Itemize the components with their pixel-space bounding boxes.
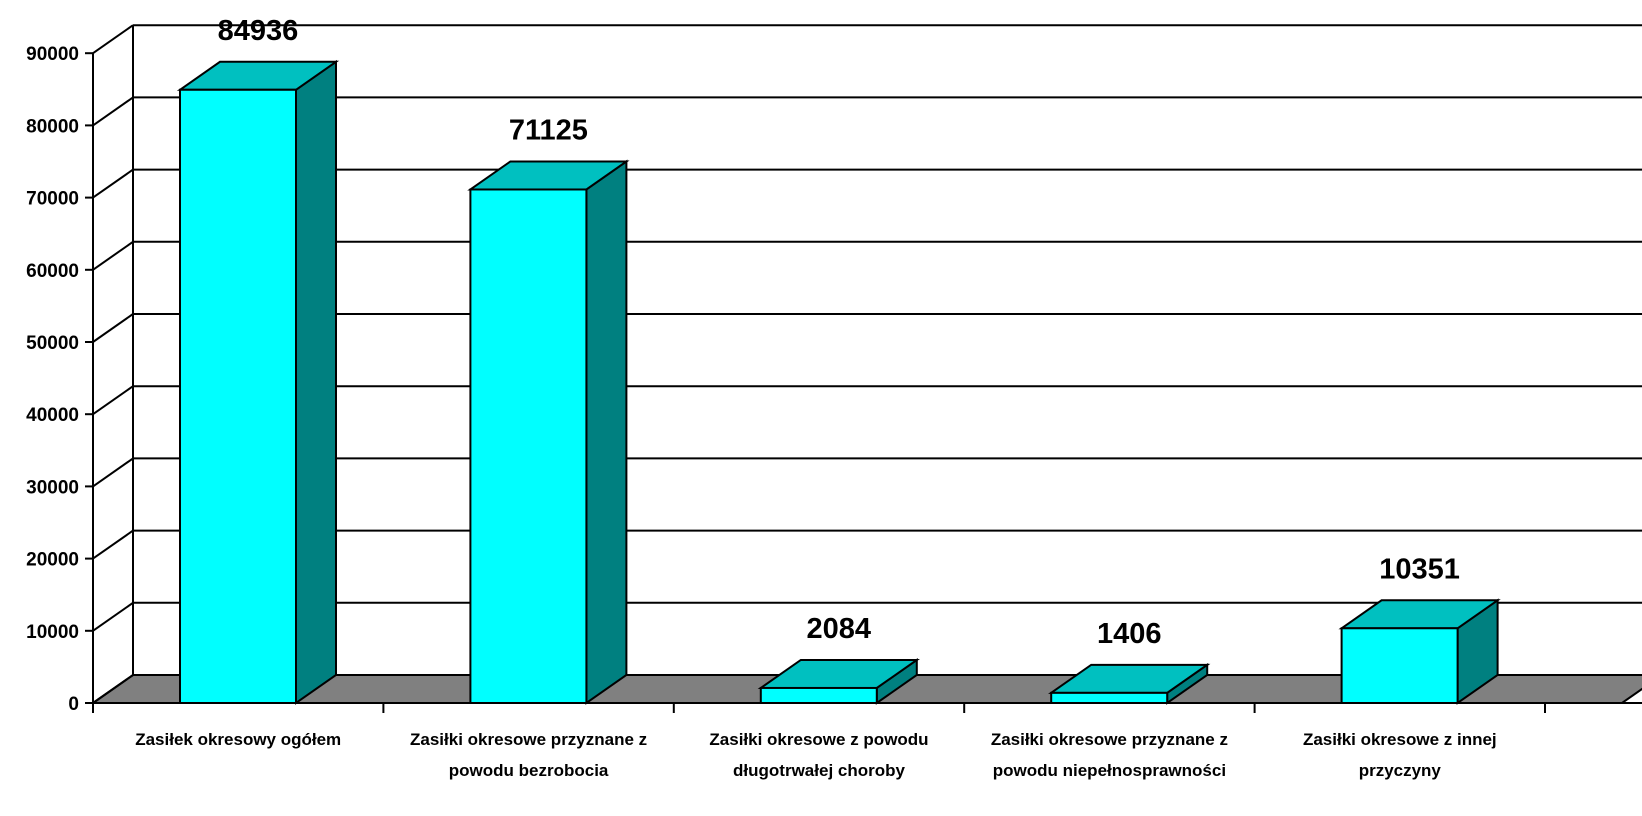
bar [1338,598,1501,705]
category-label-line: Zasiłki okresowe z powodu [709,730,928,749]
y-tick-label: 80000 [26,116,79,137]
y-tick-label: 90000 [26,44,79,65]
data-label: 1406 [1097,618,1162,650]
grid-depth-line [92,674,134,704]
y-tick-label: 40000 [26,405,79,426]
labels: 0 10000 20000 30000 40000 50000 60000 70000 8000… [26,15,1496,780]
category-label-line: Zasiłek okresowy ogółem [135,730,341,749]
y-tick-label: 20000 [26,550,79,571]
category-label-line: przyczyny [1359,761,1442,780]
category-label: Zasiłek okresowy ogółem [135,730,341,749]
grid-depth-line [92,529,134,560]
grid-depth-line [92,385,134,416]
category-label-line: Zasiłki okresowe przyznane z [991,730,1228,749]
y-tick-label: 70000 [26,189,79,210]
data-label: 71125 [509,114,588,146]
bar [1048,662,1211,705]
bar-front [179,88,297,704]
bar-front [1050,691,1169,705]
y-tick-label: 0 [68,694,79,715]
category-label: Zasiłki okresowe przyznane z powodu bezro… [410,730,647,780]
y-tick-label: 10000 [26,622,79,643]
bar [176,59,340,705]
category-label-line: Zasiłki okresowe przyznane z [410,730,647,749]
grid-depth-line [92,96,134,127]
bar-front [469,188,588,705]
bar-side [585,159,628,705]
y-tick-label: 50000 [26,333,79,354]
category-label-line: Zasiłki okresowe z innej [1303,730,1497,749]
y-tick-label: 60000 [26,261,79,282]
data-label: 2084 [807,613,872,645]
bar [467,159,630,705]
gridlines [92,24,1642,704]
category-label-line: powodu niepełnosprawności [993,761,1226,780]
data-label: 84936 [218,15,299,47]
data-label: 10351 [1379,553,1460,585]
bar-front [1340,627,1459,705]
bar-side [295,59,337,705]
category-label: Zasiłki okresowe z powodu długotrwałej ch… [709,730,928,780]
bar [757,658,920,705]
category-label-line: powodu bezrobocia [449,761,609,780]
category-label-line: długotrwałej choroby [733,761,905,780]
grid-depth-line [92,168,134,199]
category-label: Zasiłki okresowe z innej przyczyny [1303,730,1497,780]
grid-depth-line [92,601,134,632]
y-tick-label: 30000 [26,477,79,498]
bars [176,59,1501,705]
grid-depth-line [92,24,134,55]
bar-front [759,686,878,704]
grid-depth-line [92,240,134,271]
category-label: Zasiłki okresowe przyznane z powodu niepe… [991,730,1228,780]
grid-depth-line [92,313,134,343]
grid-depth-line [92,457,134,488]
